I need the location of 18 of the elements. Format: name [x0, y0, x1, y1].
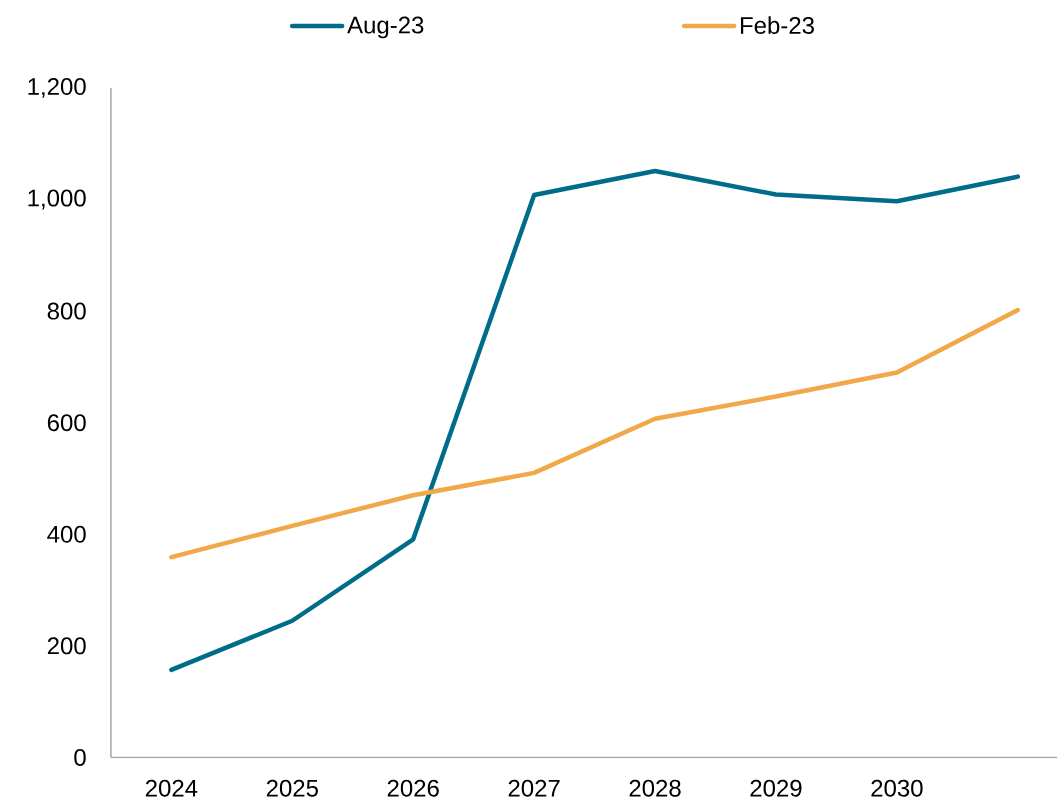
line-series — [169, 168, 1021, 672]
y-tick-label: 400 — [47, 525, 86, 543]
legend-label: Feb-23 — [740, 16, 814, 34]
y-tick-label: 0 — [74, 748, 86, 766]
legend-label: Aug-23 — [347, 16, 424, 39]
x-tick-label: 2025 — [266, 779, 318, 797]
y-tick-label: 600 — [47, 413, 86, 431]
y-tick-label: 800 — [47, 302, 86, 320]
line-series — [169, 307, 1021, 560]
x-tick-label: 2028 — [629, 779, 681, 797]
x-tick-label: 2029 — [750, 779, 802, 797]
x-tick-label: 2024 — [145, 779, 198, 797]
y-tick-label: 1,000 — [28, 189, 86, 210]
x-tick-label: 2026 — [387, 779, 439, 797]
x-tick-label: 2027 — [508, 779, 560, 797]
x-tick-label: 2030 — [871, 779, 923, 797]
y-tick-label: 1,200 — [28, 77, 86, 98]
y-tick-label: 200 — [47, 637, 86, 655]
